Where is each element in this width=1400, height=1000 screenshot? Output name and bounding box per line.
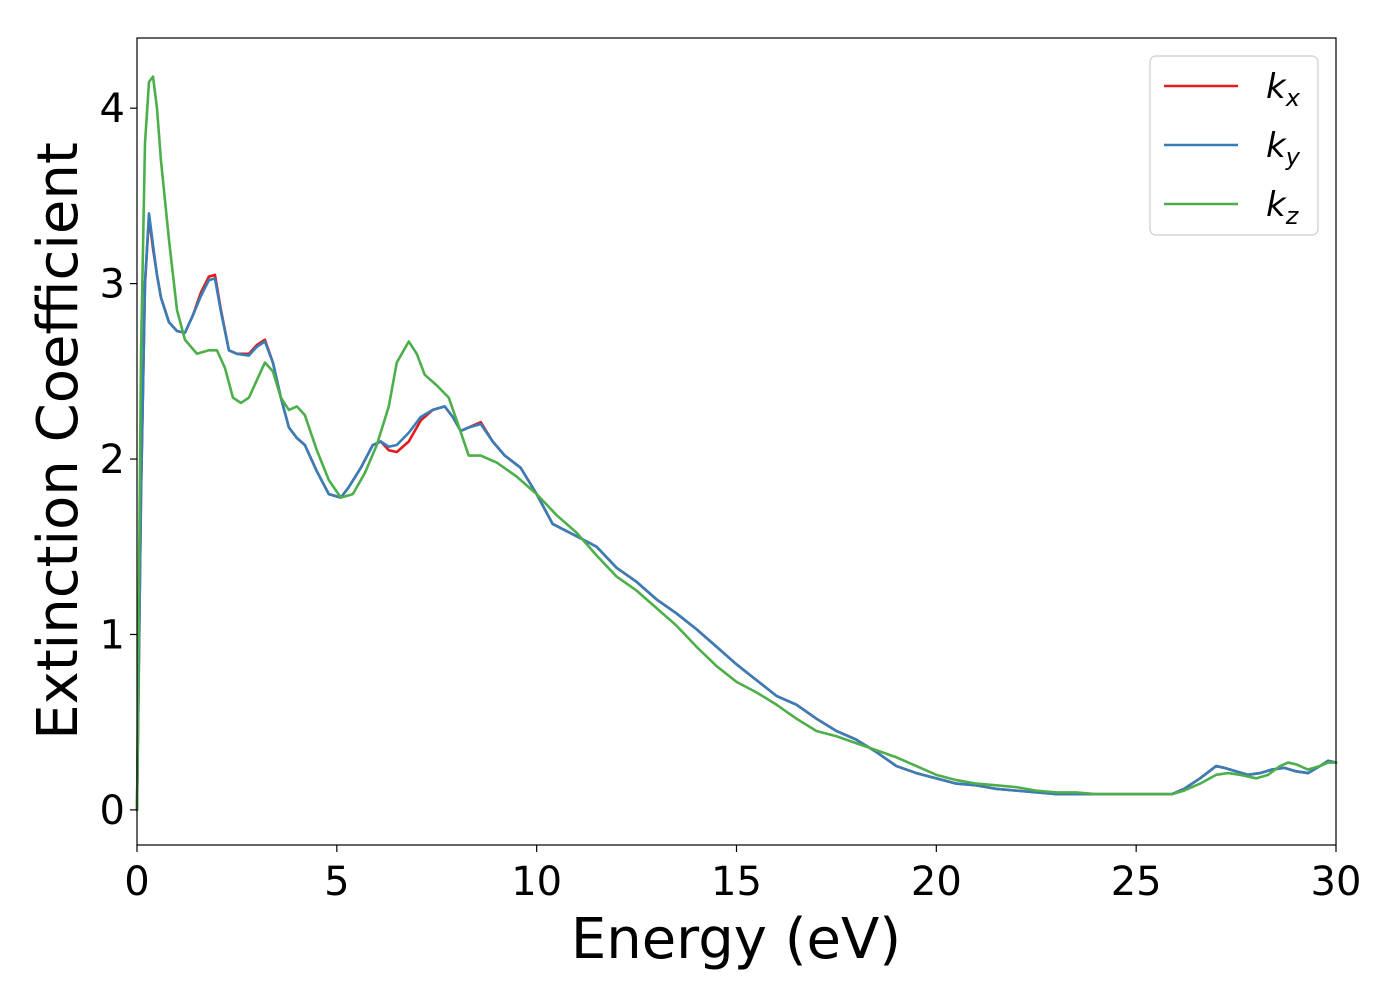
legend: kx ky kz [1149, 55, 1319, 236]
y-axis: 0 1 2 3 4 [100, 86, 137, 834]
legend-label-z: kz [1266, 185, 1300, 230]
y-tick-label: 1 [100, 612, 125, 658]
legend-items: kx ky kz [1164, 67, 1301, 230]
y-tick-label: 3 [100, 262, 125, 308]
series-line-z [135, 75, 1338, 812]
x-axis-title: Energy (eV) [571, 907, 901, 972]
x-tick-label: 20 [911, 859, 962, 905]
x-tick-label: 0 [124, 859, 149, 905]
x-tick-label: 30 [1311, 859, 1362, 905]
y-axis-title: Extinction Coefficient [26, 142, 91, 740]
x-tick-label: 25 [1111, 859, 1162, 905]
y-tick-label: 4 [100, 86, 125, 132]
x-tick-label: 5 [324, 859, 349, 905]
x-axis: 0 5 10 15 20 25 30 [124, 845, 1361, 905]
plot-background [137, 38, 1336, 845]
x-tick-label: 10 [511, 859, 562, 905]
y-tick-label: 2 [100, 437, 125, 483]
x-tick-label: 15 [711, 859, 762, 905]
legend-label-x: kx [1266, 67, 1301, 112]
y-tick-label: 0 [100, 788, 125, 834]
legend-label-y: ky [1266, 126, 1301, 171]
series-layer [135, 75, 1338, 812]
